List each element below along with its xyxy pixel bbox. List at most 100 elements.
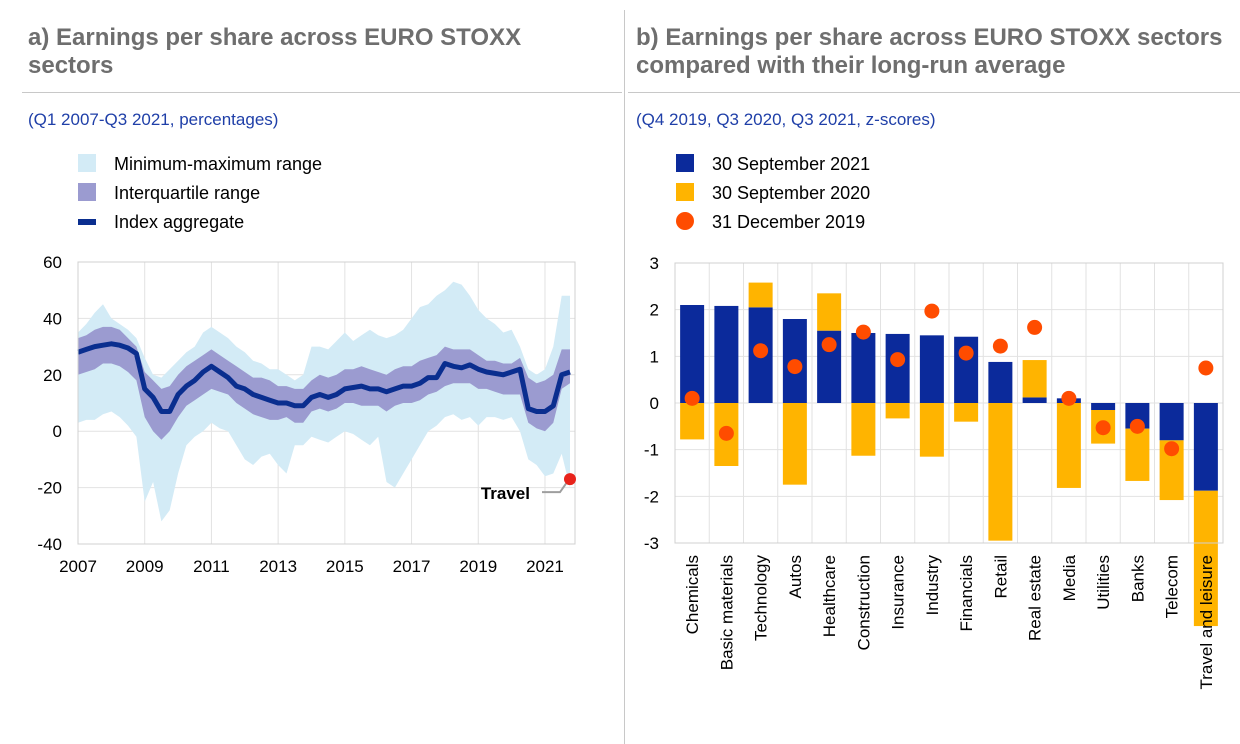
bar-2020 (1056, 403, 1081, 488)
bar-2021 (680, 305, 705, 403)
bar-2020 (954, 403, 979, 422)
bar-2020 (817, 293, 842, 331)
category-label: Basic materials (717, 555, 736, 670)
legend-label-aggregate: Index aggregate (114, 212, 245, 232)
dot-2019 (718, 425, 734, 441)
x-tick-label: 2017 (393, 557, 431, 576)
bar-2021 (885, 333, 910, 403)
bar-2021 (851, 333, 876, 403)
x-tick-label: 2009 (126, 557, 164, 576)
dot-2019 (684, 390, 700, 406)
bar-2020 (748, 282, 773, 308)
y-tick-label: -3 (644, 534, 659, 553)
right-panel-title: b) Earnings per share across EURO STOXX … (636, 24, 1223, 79)
y-tick-label: -2 (644, 487, 659, 506)
y-tick-label: 40 (43, 309, 62, 328)
y-tick-label: 2 (650, 301, 659, 320)
category-label: Telecom (1163, 555, 1182, 618)
y-tick-label: -1 (644, 441, 659, 460)
panel-divider (624, 10, 625, 744)
bar-2020 (851, 403, 876, 456)
x-tick-label: 2021 (526, 557, 564, 576)
category-label: Financials (957, 555, 976, 632)
category-label: Retail (991, 555, 1010, 598)
dot-2019 (890, 352, 906, 368)
sector-zscore-chart: 3 2 1 0 -1 -2 -3 Chemicals Basic materials Techno… (644, 254, 1224, 690)
bar-2021 (919, 335, 944, 403)
y-tick-label: -40 (37, 535, 62, 554)
bar-2021 (1193, 403, 1218, 491)
dot-2019 (1095, 420, 1111, 436)
y-tick-label: -20 (37, 479, 62, 498)
bar-2020 (1193, 490, 1218, 627)
plot-border (674, 262, 1224, 544)
dot-2019 (1198, 360, 1214, 376)
legend-swatch-2020 (676, 183, 694, 201)
plot-border (77, 261, 576, 545)
interquartile-range-area (78, 326, 570, 440)
category-label: Banks (1128, 555, 1147, 602)
dot-2019 (1129, 418, 1145, 434)
bar-2021 (988, 361, 1013, 403)
dot-2019 (1061, 390, 1077, 406)
dot-2019 (753, 343, 769, 359)
legend-label-minmax: Minimum-maximum range (114, 154, 323, 174)
legend-label-2019: 31 December 2019 (712, 212, 866, 232)
legend-swatch-aggregate (78, 219, 96, 225)
dot-2019 (855, 324, 871, 340)
y-tick-label: 3 (650, 254, 659, 273)
category-label: Insurance (889, 555, 908, 630)
category-label: Healthcare (820, 555, 839, 637)
travel-marker (563, 473, 576, 486)
legend-label-2021: 30 September 2021 (712, 154, 871, 174)
legend-swatch-2021 (676, 154, 694, 172)
dot-2019 (821, 337, 837, 353)
category-label: Technology (752, 555, 771, 642)
right-panel-subtitle: (Q4 2019, Q3 2020, Q3 2021, z-scores) (636, 110, 936, 129)
left-title-rule (22, 92, 622, 93)
bar-2020 (1022, 360, 1047, 398)
dot-2019 (787, 359, 803, 375)
y-tick-label: 0 (650, 394, 659, 413)
y-tick-label: 1 (650, 347, 659, 366)
index-aggregate-line (77, 341, 571, 414)
legend-swatch-minmax (78, 154, 96, 172)
x-tick-label: 2015 (326, 557, 364, 576)
bar-2021 (1022, 397, 1047, 403)
category-label: Autos (786, 555, 805, 598)
bar-2020 (782, 403, 807, 485)
x-tick-label: 2019 (459, 557, 497, 576)
legend-label-iqr: Interquartile range (114, 183, 261, 203)
dot-2019 (924, 303, 940, 319)
travel-annotation-leader (541, 481, 568, 494)
bar-2020 (988, 403, 1013, 541)
left-panel-subtitle: (Q1 2007-Q3 2021, percentages) (28, 110, 279, 129)
x-tick-label: 2011 (193, 557, 230, 576)
legend-swatch-2019 (676, 212, 694, 230)
bar-2020 (885, 403, 910, 419)
eps-range-chart: 60 40 20 0 -20 -40 2007 2009 2011 2013 2015 2017 201… (37, 253, 576, 576)
right-title-rule (628, 92, 1240, 93)
y-tick-label: 60 (43, 253, 62, 272)
category-label: Utilities (1094, 555, 1113, 610)
category-label: Travel and leisure (1197, 555, 1216, 690)
dot-2019 (1027, 319, 1043, 335)
dot-2019 (958, 345, 974, 361)
bar-2020 (1125, 428, 1150, 481)
legend-swatch-iqr (78, 183, 96, 201)
travel-annotation-label: Travel (481, 484, 530, 503)
left-panel-title: a) Earnings per share across EURO STOXX … (28, 24, 522, 79)
category-label: Chemicals (683, 555, 702, 634)
category-label: Industry (923, 555, 942, 616)
dot-2019 (992, 338, 1008, 354)
bar-2020 (680, 403, 705, 440)
bar-2020 (919, 403, 944, 457)
dot-2019 (1164, 441, 1180, 457)
bar-2021 (1091, 403, 1116, 410)
x-tick-label: 2013 (259, 557, 297, 576)
category-label: Construction (854, 555, 873, 650)
x-tick-label: 2007 (59, 557, 97, 576)
category-label: Media (1060, 554, 1079, 601)
y-tick-label: 20 (43, 366, 62, 385)
bar-2021 (714, 305, 739, 403)
